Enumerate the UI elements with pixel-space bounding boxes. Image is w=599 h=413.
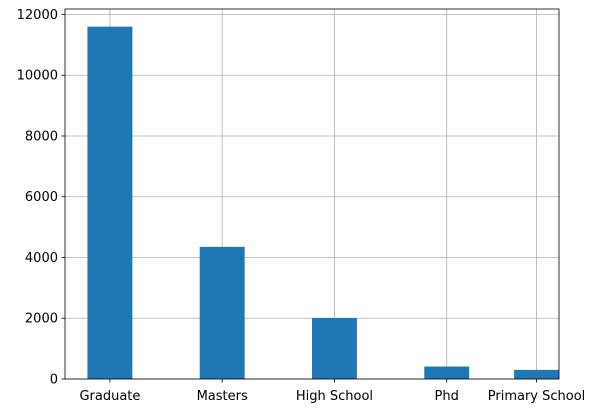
- y-tick-label: 0: [50, 373, 58, 388]
- y-tick-label: 8000: [25, 129, 58, 144]
- y-tick-label: 12000: [17, 8, 58, 23]
- grid-lines: [65, 9, 559, 380]
- x-tick-label: Primary School: [488, 389, 586, 404]
- y-tick-label: 6000: [25, 190, 58, 205]
- x-tick-label: Graduate: [79, 389, 140, 404]
- bar-graduate: [87, 26, 133, 379]
- bar-primary-school: [514, 369, 559, 379]
- x-tick-label: High School: [296, 389, 373, 404]
- bar-phd: [424, 366, 470, 379]
- x-axis: Graduate Masters High School Phd Primary Sch…: [79, 379, 585, 404]
- y-axis: 0 2000 4000 6000 8000 10000 12000: [17, 8, 65, 388]
- x-tick-label: Phd: [435, 389, 459, 404]
- y-tick-label: 10000: [17, 69, 58, 84]
- bar-high-school: [312, 317, 357, 379]
- plot-frame: [64, 8, 560, 380]
- y-tick-label: 4000: [25, 251, 58, 266]
- bar-masters: [199, 246, 245, 379]
- bars: [87, 26, 559, 379]
- x-tick-label: Masters: [197, 389, 248, 404]
- y-tick-label: 2000: [25, 312, 58, 327]
